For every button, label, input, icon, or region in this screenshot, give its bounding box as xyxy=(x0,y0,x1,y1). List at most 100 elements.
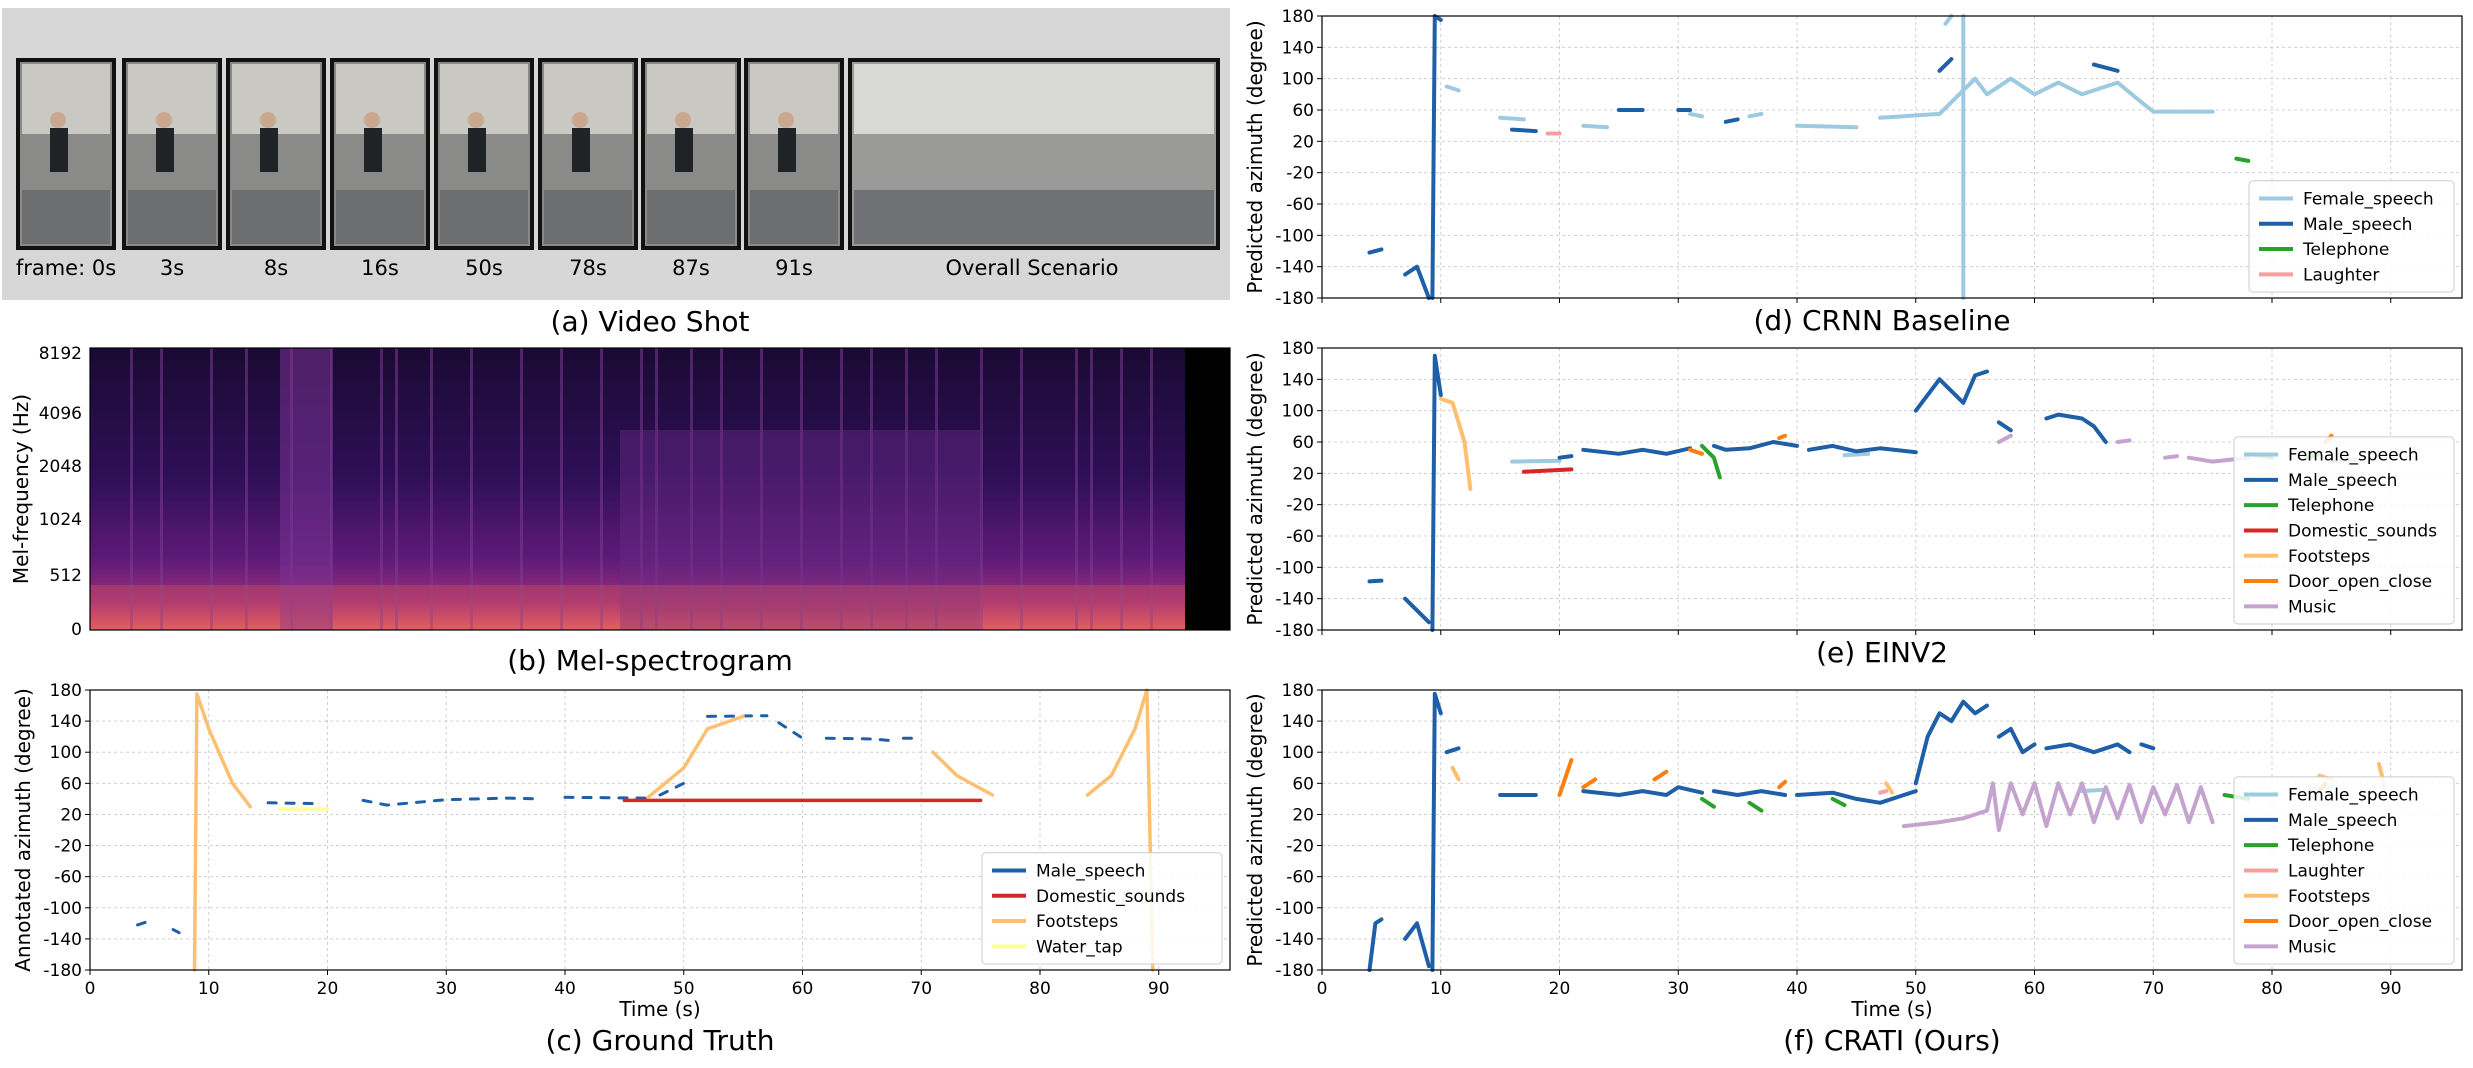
plot-frame xyxy=(1321,15,2463,299)
ylabel: Predicted azimuth (degree) xyxy=(1243,20,1267,293)
ytick-label: 100 xyxy=(1282,743,1314,763)
ytick-label: -100 xyxy=(1275,558,1314,578)
person-body xyxy=(778,128,796,172)
xtick-label: 60 xyxy=(792,979,814,999)
series-line-telephone xyxy=(1700,443,1722,480)
spectrogram-band xyxy=(280,348,332,630)
series-line-male-speech xyxy=(777,721,804,740)
frame-floor xyxy=(750,190,838,244)
ytick-label: -60 xyxy=(1286,527,1314,547)
person-head xyxy=(50,112,66,128)
spec-ytick: 512 xyxy=(50,566,82,586)
frame-label: 91s xyxy=(775,256,813,280)
spectrogram-panel: 8192 4096 2048 1024 512 0 Mel-frequency … xyxy=(9,344,1231,677)
xtick-label: 80 xyxy=(1029,979,1051,999)
ytick-label: -140 xyxy=(1275,258,1314,278)
video-frame: 91s xyxy=(744,58,844,280)
xlabel: Time (s) xyxy=(618,997,700,1021)
series-line-male-speech xyxy=(1806,443,1918,455)
spec-ytick: 0 xyxy=(71,620,82,640)
spectrogram-band xyxy=(620,430,980,630)
spectrogram-stripe xyxy=(935,348,938,630)
series-line-music xyxy=(1996,433,2013,444)
spectrogram-stripe xyxy=(690,348,693,630)
person-head xyxy=(364,112,380,128)
series-line-male-speech xyxy=(1367,578,1384,584)
ytick-label: 60 xyxy=(1292,433,1314,453)
legend: Female_speech Male_speech Telephone Domesti… xyxy=(2233,436,2455,625)
frame-floor xyxy=(440,190,528,244)
person-body xyxy=(156,128,174,172)
legend-label: Footsteps xyxy=(2288,887,2370,907)
frame-label: 78s xyxy=(569,256,607,280)
xtick-label: 80 xyxy=(2261,979,2283,999)
plot-frame xyxy=(89,689,1231,971)
spectrogram-stripe xyxy=(720,348,723,630)
video-frame: 87s xyxy=(641,58,741,280)
xtick-label: 0 xyxy=(1317,979,1328,999)
frame-label: 87s xyxy=(672,256,710,280)
ytick-label: -180 xyxy=(43,961,82,981)
panorama-ceiling xyxy=(854,64,1214,134)
chart-e: 180 140 100 60 20 -20 -60 -100 -140 -180 Predicted… xyxy=(1243,339,2463,669)
ytick-label: 60 xyxy=(1292,101,1314,121)
ytick-label: 20 xyxy=(1292,805,1314,825)
video-frame: 3s xyxy=(122,58,222,280)
frame-label: 16s xyxy=(361,256,399,280)
spectrogram-stripe xyxy=(655,348,658,630)
legend-label: Male_speech xyxy=(2288,471,2397,491)
person-body xyxy=(572,128,590,172)
video-shot-panel: frame: 0s 3s 8s 16s 50s 78s 87s 91s Overall Scen… xyxy=(2,8,1230,338)
legend-label: Telephone xyxy=(2302,240,2389,260)
series-line-telephone xyxy=(1830,796,1847,808)
ytick-label: 100 xyxy=(1282,70,1314,90)
person-head xyxy=(468,112,484,128)
video-frame: 50s xyxy=(434,58,534,280)
frame-floor xyxy=(22,190,110,244)
series-line-telephone xyxy=(2234,156,2251,163)
series-line-female-speech xyxy=(1688,111,1704,119)
series-line-music xyxy=(1901,781,2215,832)
chart-title: (c) Ground Truth xyxy=(545,1024,774,1057)
ytick-label: 60 xyxy=(60,774,82,794)
series-line-footsteps xyxy=(931,750,995,797)
spec-ytick: 1024 xyxy=(39,510,82,530)
legend-box xyxy=(981,852,1223,965)
series-line-door-open-close xyxy=(1777,433,1788,441)
series-line-male-speech xyxy=(1430,691,1443,972)
ylabel: Annotated azimuth (degree) xyxy=(11,688,35,972)
ytick-label: 180 xyxy=(1282,7,1314,27)
series-line-door-open-close xyxy=(1777,779,1788,790)
person-head xyxy=(572,112,588,128)
frame-floor xyxy=(128,190,216,244)
ytick-label: 180 xyxy=(1282,339,1314,359)
series-line-footsteps xyxy=(646,714,745,800)
overall-scenario-frame: Overall Scenario xyxy=(848,58,1220,280)
ytick-label: 180 xyxy=(1282,681,1314,701)
xtick-label: 50 xyxy=(673,979,695,999)
frame-ceiling xyxy=(128,64,216,134)
series-line-male-speech xyxy=(1795,789,1918,805)
legend-box xyxy=(2233,776,2455,965)
series-line-female-speech xyxy=(1498,115,1526,122)
video-frames: frame: 0s 3s 8s 16s 50s 78s 87s 91s Overall Scen… xyxy=(16,58,1220,280)
ytick-label: 140 xyxy=(50,712,82,732)
series-line-door-open-close xyxy=(1688,447,1704,456)
frame-ceiling xyxy=(440,64,528,134)
legend-label: Male_speech xyxy=(2303,215,2412,235)
frame-floor xyxy=(544,190,632,244)
legend-label: Door_open_close xyxy=(2288,572,2432,592)
frame-ceiling xyxy=(232,64,320,134)
person-body xyxy=(468,128,486,172)
legend-label: Telephone xyxy=(2287,496,2374,516)
series-line-footsteps xyxy=(1884,781,1894,795)
ytick-label: 20 xyxy=(1292,132,1314,152)
spectrogram-stripe xyxy=(1020,348,1023,630)
panorama-floor xyxy=(854,190,1214,244)
ytick-label: -100 xyxy=(1275,899,1314,919)
series-line-male-speech xyxy=(1723,117,1740,124)
spectrogram-stripe xyxy=(760,348,763,630)
legend-label: Male_speech xyxy=(1036,861,1145,881)
xtick-label: 90 xyxy=(2380,979,2402,999)
spectrogram-stripe xyxy=(800,348,803,630)
